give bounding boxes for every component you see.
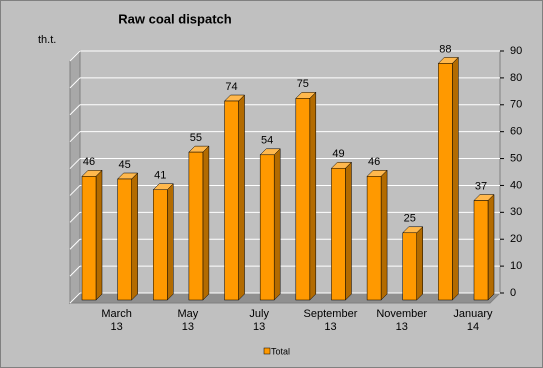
grid-line [69,77,81,89]
y-tick-label: 70 [510,99,522,111]
value-label: 41 [154,170,166,182]
bar [153,189,168,301]
bar-side [380,169,388,301]
grid-line [69,185,81,196]
y-axis-label: th.t. [38,34,56,46]
grid-line [69,50,81,62]
back-wall [79,50,501,294]
side-wall [69,49,81,305]
bar [295,98,311,301]
y-tick-label: 40 [510,179,522,191]
value-label: 88 [439,43,451,55]
bar [117,178,132,301]
x-tick-label: May 13 [177,308,199,333]
legend-label: Total [271,346,290,356]
bar-side [95,169,103,301]
bar-side [487,193,495,301]
value-label: 49 [332,148,344,160]
y-tick-label: 50 [510,152,522,164]
value-label: 37 [475,180,487,192]
value-label: 25 [404,213,416,225]
x-tick-label: September 13 [303,308,358,333]
grid-line [69,292,81,304]
bar-side [273,148,281,301]
bar-side [309,91,317,301]
y-tick-label: 30 [510,206,522,218]
value-label: 75 [297,78,309,90]
x-tick-label: January 14 [453,308,493,333]
bar-side [452,56,459,301]
bar [402,232,417,301]
bar-side [238,94,245,301]
x-tick-label: November 13 [376,308,428,333]
y-tick-label: 80 [510,72,522,84]
y-tick-label: 20 [510,233,522,245]
y-tick-label: 10 [510,260,522,272]
x-tick-label: July 13 [249,308,269,333]
grid-line [69,104,81,116]
value-label: 46 [83,156,95,168]
y-tick-label: 60 [510,126,522,138]
value-label: 54 [261,135,273,147]
x-tick-label: March 13 [101,308,132,333]
bar-side [202,145,210,301]
bar [188,151,204,301]
bar [224,100,239,301]
bar-side [131,172,138,301]
bar [438,63,453,301]
legend-swatch [263,347,271,355]
grid-line [69,211,81,223]
value-label: 46 [368,156,380,168]
y-tick-label: 90 [510,45,522,57]
grid-line [69,265,81,277]
bar [366,176,382,301]
bar-side [345,161,352,301]
bar [259,154,275,301]
grid-line [69,131,81,143]
y-tick-label: 0 [510,287,516,299]
value-label: 45 [119,159,131,171]
bar [81,176,97,301]
bar [331,167,346,301]
bar-side [416,226,423,301]
grid-line [69,238,81,250]
bar [473,200,489,301]
grid-line [69,158,81,169]
bar-side [167,183,174,301]
chart-title: Raw coal dispatch [118,11,231,26]
value-label: 74 [225,81,237,93]
value-label: 55 [190,132,202,144]
